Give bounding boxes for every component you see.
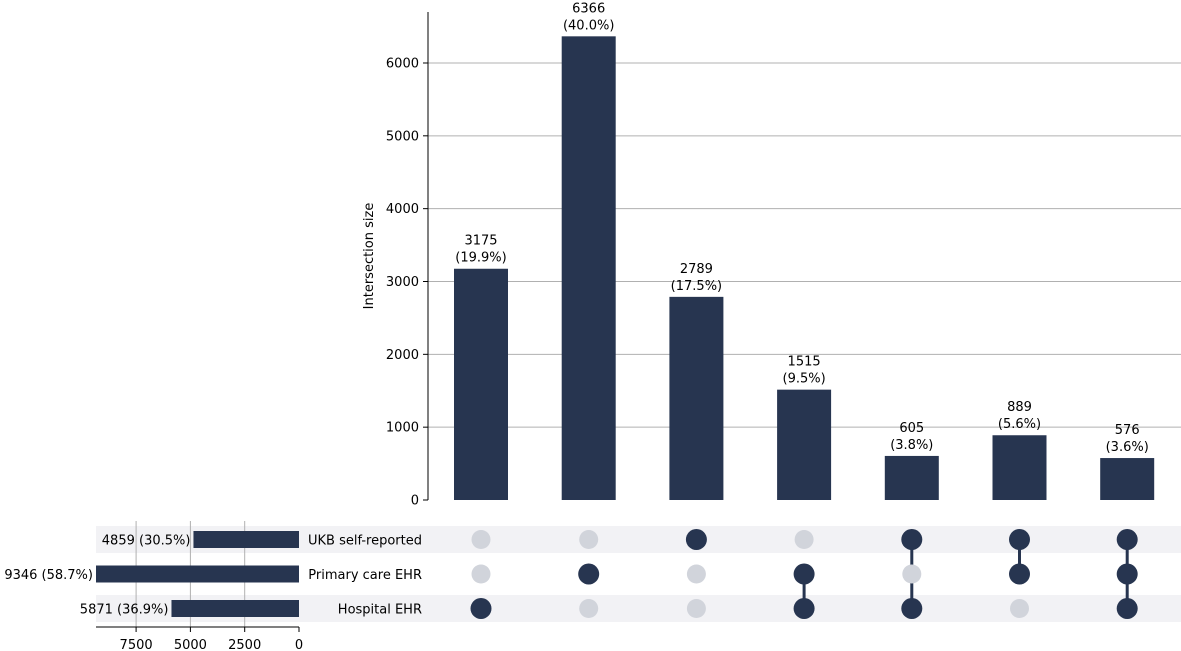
matrix-row-shades: [96, 526, 1181, 622]
bar-value-label-2: 2789: [680, 262, 713, 277]
set-size-tick-label-3: 0: [295, 638, 303, 651]
matrix-dot-2-1: [686, 564, 706, 584]
matrix-dot-5-2: [1010, 599, 1029, 618]
intersection-bar-2: [669, 296, 724, 500]
y-axis-label: Intersection size: [362, 203, 377, 310]
intersection-grid: [428, 62, 1181, 428]
y-tick-label-5: 5000: [386, 129, 419, 144]
intersection-bars: [454, 36, 1155, 501]
bar-value-label-4: 605: [899, 421, 924, 436]
set-size-bar-2: [171, 600, 299, 617]
y-tick-label-2: 2000: [386, 348, 419, 363]
matrix-dot-3-1: [793, 563, 815, 585]
y-tick-label-1: 1000: [386, 421, 419, 436]
y-tick-label-4: 4000: [386, 202, 419, 217]
intersection-bar-4: [884, 455, 939, 500]
matrix-dot-4-2: [901, 598, 923, 619]
bar-percent-label-6: (3.6%): [1106, 440, 1149, 455]
matrix-dot-0-1: [471, 564, 491, 584]
intersection-bar-1: [561, 36, 616, 501]
intersection-bar-6: [1100, 458, 1155, 500]
matrix-dot-0-2: [470, 598, 492, 619]
matrix-dot-4-1: [902, 564, 922, 584]
matrix-dot-6-1: [1116, 563, 1138, 585]
matrix-dot-6-2: [1116, 598, 1138, 619]
bar-value-label-6: 576: [1115, 423, 1140, 438]
matrix-dot-1-1: [578, 563, 600, 585]
bar-value-label-3: 1515: [788, 355, 821, 370]
intersection-bar-0: [454, 268, 508, 500]
intersection-bar-3: [777, 389, 832, 500]
y-tick-label-3: 3000: [386, 275, 419, 290]
matrix-dot-6-0: [1116, 529, 1138, 550]
set-size-tick-label-0: 7500: [120, 638, 153, 651]
set-size-x-axis: 7500 5000 2500 0: [96, 626, 303, 651]
set-size-tick-label-1: 5000: [174, 638, 207, 651]
set-size-bars: 4859 (30.5%) 9346 (58.7%) 5871 (36.9%): [4, 531, 299, 618]
set-size-bar-1: [96, 565, 299, 583]
bar-percent-label-2: (17.5%): [671, 279, 722, 294]
membership-matrix: [470, 529, 1138, 619]
matrix-dot-4-0: [901, 529, 923, 550]
set-size-label-0: 4859 (30.5%): [102, 534, 191, 549]
bar-percent-label-1: (40.0%): [563, 18, 614, 33]
bar-percent-label-0: (19.9%): [455, 251, 506, 266]
set-name-1: Primary care EHR: [308, 568, 422, 583]
matrix-dot-1-2: [579, 599, 599, 618]
y-tick-label-6: 6000: [386, 56, 419, 71]
matrix-dot-5-1: [1009, 563, 1030, 585]
matrix-dot-2-2: [686, 599, 706, 618]
bar-value-label-5: 889: [1007, 400, 1032, 415]
set-name-2: Hospital EHR: [338, 603, 422, 618]
bar-percent-label-3: (9.5%): [783, 372, 826, 387]
matrix-dot-3-2: [793, 598, 815, 619]
bar-value-label-1: 6366: [572, 1, 605, 16]
matrix-dot-3-0: [794, 530, 814, 549]
y-tick-label-0: 0: [411, 494, 419, 509]
matrix-dot-0-0: [471, 530, 491, 549]
set-size-label-1: 9346 (58.7%): [4, 568, 93, 583]
intersection-bar-5: [992, 435, 1047, 500]
bar-percent-label-4: (3.8%): [890, 438, 933, 453]
bar-value-label-0: 3175: [464, 234, 497, 249]
intersection-y-axis: 0 1000 2000 3000 4000 5000 6000: [386, 12, 429, 509]
set-size-label-2: 5871 (36.9%): [80, 603, 169, 618]
matrix-dot-5-0: [1009, 529, 1030, 550]
set-name-labels: UKB self-reported Primary care EHR Hospita…: [308, 534, 422, 618]
matrix-dot-1-0: [579, 530, 599, 549]
intersection-bar-labels: 3175 (19.9%) 6366 (40.0%) 2789 (17.5%) 1515 (9.…: [455, 1, 1149, 455]
set-size-bar-0: [193, 531, 299, 548]
bar-percent-label-5: (5.6%): [998, 417, 1041, 432]
set-name-0: UKB self-reported: [308, 534, 422, 549]
set-size-tick-label-2: 2500: [228, 638, 261, 651]
matrix-dot-2-0: [685, 529, 707, 550]
